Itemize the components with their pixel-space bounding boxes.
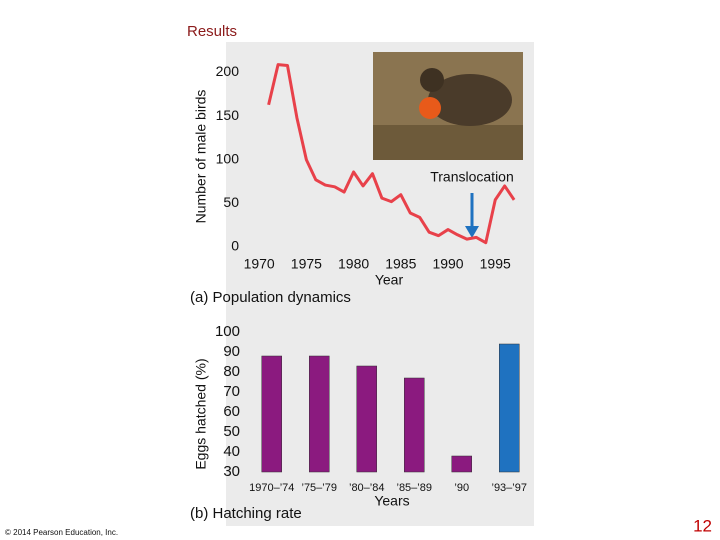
y-tick-label: 80 bbox=[223, 363, 240, 380]
x-tick-label: 1975 bbox=[291, 256, 322, 272]
bar bbox=[451, 455, 472, 473]
bar bbox=[261, 355, 282, 473]
y-tick-label: 100 bbox=[215, 323, 240, 340]
x-tick-label: 1985 bbox=[385, 256, 416, 272]
data-line bbox=[267, 63, 516, 245]
y-tick-label: 90 bbox=[223, 343, 240, 360]
caption: (b) Hatching rate bbox=[190, 505, 302, 522]
slide-title: Results bbox=[187, 23, 237, 40]
bar bbox=[309, 355, 330, 473]
y-tick-label: 40 bbox=[223, 443, 240, 460]
y-tick-label: 200 bbox=[216, 63, 240, 79]
caption: (a) Population dynamics bbox=[190, 289, 351, 306]
x-tick-label: 1970–’74 bbox=[249, 482, 294, 494]
photo bbox=[373, 52, 523, 160]
y-axis-label: Eggs hatched (%) bbox=[193, 358, 209, 469]
y-tick-label: 0 bbox=[231, 238, 239, 254]
x-axis-label: Year bbox=[375, 272, 404, 288]
y-tick-label: 150 bbox=[216, 107, 240, 123]
bar bbox=[356, 365, 377, 473]
y-tick-label: 50 bbox=[223, 194, 239, 210]
y-tick-label: 100 bbox=[216, 150, 240, 166]
arrow-head bbox=[465, 226, 479, 238]
x-tick-label: ’80–’84 bbox=[349, 482, 384, 494]
x-tick-label: 1980 bbox=[338, 256, 369, 272]
page-number: 12 bbox=[693, 516, 712, 535]
x-tick-label: 1995 bbox=[480, 256, 511, 272]
bar bbox=[404, 377, 425, 473]
copyright: © 2014 Pearson Education, Inc. bbox=[5, 528, 118, 537]
annotation: Translocation bbox=[430, 169, 514, 185]
y-tick-label: 60 bbox=[223, 403, 240, 420]
x-axis-label: Years bbox=[374, 493, 409, 509]
x-tick-label: ’90 bbox=[454, 482, 469, 494]
x-tick-label: ’85–’89 bbox=[397, 482, 432, 494]
y-tick-label: 70 bbox=[223, 383, 240, 400]
x-tick-label: 1990 bbox=[432, 256, 463, 272]
y-axis-label: Number of male birds bbox=[193, 90, 209, 224]
x-tick-label: ’93–’97 bbox=[492, 482, 527, 494]
y-tick-label: 50 bbox=[223, 423, 240, 440]
x-tick-label: ’75–’79 bbox=[302, 482, 337, 494]
bar bbox=[499, 343, 520, 473]
x-tick-label: 1970 bbox=[244, 256, 275, 272]
y-tick-label: 30 bbox=[223, 463, 240, 480]
